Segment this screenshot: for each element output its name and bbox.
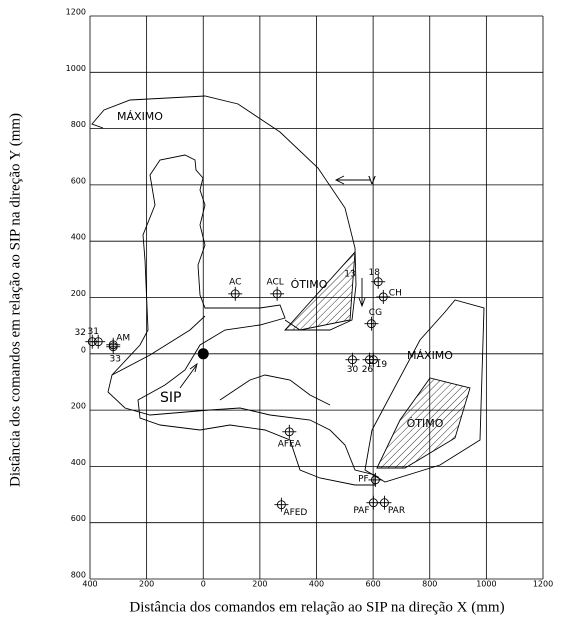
point-label: 31	[87, 327, 98, 337]
x-tick-label: 1200	[533, 580, 553, 589]
point-label: 19	[376, 360, 388, 370]
x-tick-label: 1000	[476, 580, 496, 589]
y-tick-label: 1200	[66, 8, 86, 17]
y-tick-label: 800	[71, 571, 86, 580]
y-tick-label: 600	[71, 176, 86, 185]
control-point	[228, 287, 242, 301]
down-arrow	[359, 278, 365, 306]
x-axis-label: Distância dos comandos em relação ao SIP…	[129, 599, 504, 615]
annotation: 13	[344, 270, 355, 280]
point-label: PAR	[388, 506, 405, 516]
y-tick-label: 200	[71, 402, 86, 411]
annotation: V	[368, 174, 376, 187]
v-arrow	[336, 176, 370, 184]
y-tick-label: 1000	[66, 64, 86, 73]
control-point	[270, 287, 284, 301]
point-label: PF	[358, 474, 369, 484]
x-tick-label: 0	[201, 580, 206, 589]
control-point	[364, 317, 378, 331]
x-tick-label: 800	[422, 580, 437, 589]
point-label: AFEA	[278, 439, 302, 449]
point-label: CH	[389, 288, 402, 298]
x-tick-label: 400	[309, 580, 324, 589]
origin-label: SIP	[160, 390, 181, 406]
annotation: ÓTIMO	[291, 278, 328, 291]
y-tick-label: 600	[71, 514, 86, 523]
point-label: CG	[369, 308, 382, 318]
point-label: ACL	[266, 277, 283, 287]
y-tick-label: 0	[81, 345, 86, 354]
y-tick-label: 400	[71, 458, 86, 467]
point-label: 18	[368, 268, 380, 278]
y-tick-label: 200	[71, 289, 86, 298]
x-tick-label: 600	[365, 580, 380, 589]
annotation: ÓTIMO	[407, 417, 444, 430]
point-label: 33	[109, 354, 120, 364]
optimum-zone-upper	[285, 252, 355, 330]
annotation: MÁXIMO	[407, 349, 453, 362]
x-tick-label: 400	[82, 580, 97, 589]
y-axis-label: Distância dos comandos em relação ao SIP…	[7, 113, 23, 487]
control-point	[282, 425, 296, 439]
x-tick-label: 200	[252, 580, 267, 589]
point-label: AFED	[283, 508, 307, 518]
point-label: 32	[75, 328, 86, 338]
point-label: 26	[362, 365, 374, 375]
point-label: PAF	[353, 506, 369, 516]
chart: Distância dos comandos em relação ao SIP…	[0, 0, 584, 619]
x-tick-label: 200	[139, 580, 154, 589]
y-tick-label: 800	[71, 120, 86, 129]
y-tick-label: 400	[71, 233, 86, 242]
annotation: MÁXIMO	[117, 110, 163, 123]
point-label: AC	[229, 277, 241, 287]
point-label: 30	[347, 365, 359, 375]
sip-arrow	[180, 364, 197, 388]
sip-origin	[198, 348, 209, 359]
point-label: AM	[116, 333, 130, 343]
